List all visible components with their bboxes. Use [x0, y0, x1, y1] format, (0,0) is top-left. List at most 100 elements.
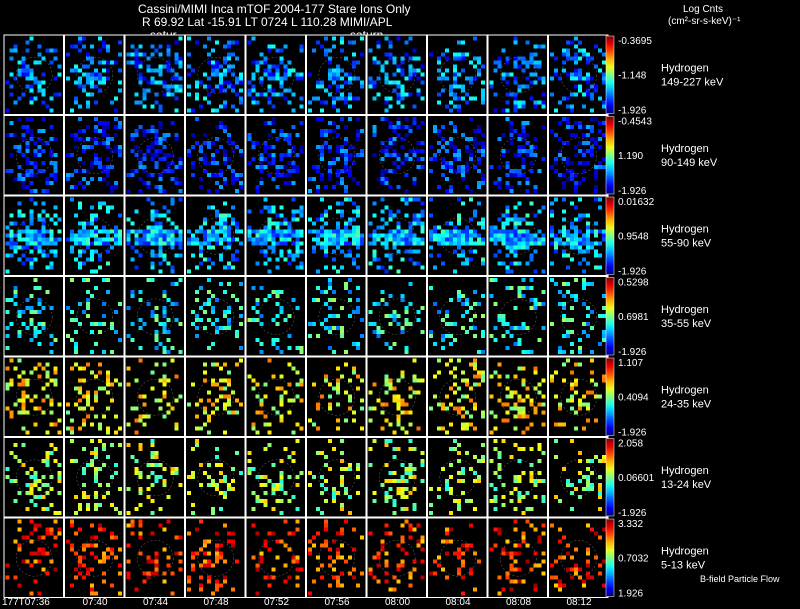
heatmap-cell [279, 306, 284, 310]
heatmap-cell [223, 213, 227, 218]
heatmap-cell [416, 76, 421, 81]
heatmap-cell [279, 475, 284, 479]
heatmap-cell [207, 414, 211, 419]
heatmap-cell [525, 507, 530, 511]
heatmap-cell [219, 80, 223, 85]
heatmap-cell [9, 153, 14, 157]
heatmap-cell [453, 249, 457, 254]
heatmap-cell [384, 52, 389, 57]
heatmap-cell [74, 44, 78, 49]
heatmap-cell [517, 491, 522, 495]
heatmap-cell [17, 201, 22, 206]
heatmap-cell [263, 165, 268, 169]
heatmap-cell [586, 125, 590, 129]
heatmap-cell [263, 261, 268, 266]
heatmap-cell [227, 165, 231, 169]
heatmap-cell [223, 386, 227, 391]
heatmap-cell [570, 173, 574, 177]
heatmap-cell [267, 121, 272, 125]
heatmap-cell [13, 233, 18, 238]
heatmap-cell [392, 153, 397, 157]
heatmap-cell [336, 579, 340, 584]
heatmap-cell [320, 217, 324, 222]
heatmap-cell [324, 253, 328, 258]
heatmap-cell [469, 249, 473, 254]
heatmap-cell [408, 197, 413, 202]
heatmap-cell [94, 286, 98, 290]
heatmap-cell [429, 253, 433, 258]
heatmap-cell [332, 100, 336, 105]
heatmap-cell [441, 52, 445, 57]
heatmap-cell [138, 80, 143, 85]
heatmap-cell [505, 571, 510, 576]
heatmap-cell [271, 104, 276, 109]
heatmap-cell [166, 555, 171, 560]
heatmap-cell [344, 141, 348, 145]
heatmap-cell [267, 531, 272, 536]
heatmap-cell [142, 233, 147, 238]
heatmap-cell [352, 310, 356, 314]
heatmap-cell [207, 302, 211, 306]
heatmap-cell [174, 96, 179, 101]
heatmap-cell [295, 237, 300, 242]
heatmap-cell [541, 422, 546, 427]
planet-outline [560, 459, 598, 497]
heatmap-cell [513, 374, 518, 379]
heatmap-cell [191, 310, 195, 314]
heatmap-cell [170, 121, 175, 125]
heatmap-cell [469, 257, 473, 262]
heatmap-cell [457, 253, 461, 258]
heatmap-cell [33, 495, 38, 499]
heatmap-cell [578, 181, 582, 185]
heatmap-cell [37, 362, 42, 367]
heatmap-cell [324, 539, 328, 544]
heatmap-cell [146, 302, 151, 306]
heatmap-cell [388, 439, 393, 443]
heatmap-cell [457, 197, 461, 202]
heatmap-cell [98, 527, 102, 532]
heatmap-cell [586, 237, 590, 242]
heatmap-cell [384, 117, 389, 121]
heatmap-cell [586, 56, 590, 61]
heatmap-cell [602, 52, 606, 57]
heatmap-cell [469, 499, 473, 503]
heatmap-cell [251, 426, 256, 431]
heatmap-cell [340, 76, 344, 81]
heatmap-cell [312, 249, 316, 254]
heatmap-cell [57, 418, 62, 423]
heatmap-cell [94, 390, 98, 395]
heatmap-cell [586, 225, 590, 230]
heatmap-cell [207, 483, 211, 487]
heatmap-cell [37, 217, 42, 222]
heatmap-cell [219, 217, 223, 222]
heatmap-cell [291, 145, 296, 149]
heatmap-cell [41, 217, 46, 222]
heatmap-cell [110, 205, 114, 210]
heatmap-cell [154, 330, 159, 334]
heatmap-cell [586, 213, 590, 218]
heatmap-cell [537, 100, 542, 105]
heatmap-cell [114, 555, 118, 560]
heatmap-cell [279, 80, 284, 85]
heatmap-cell [158, 261, 163, 266]
heatmap-cell [453, 374, 457, 379]
heatmap-cell [437, 495, 441, 499]
heatmap-cell [98, 362, 102, 367]
species-label: Hydrogen [661, 384, 709, 396]
heatmap-cell [598, 161, 602, 165]
heatmap-cell [162, 479, 167, 483]
heatmap-cell [566, 551, 570, 556]
heatmap-cell [41, 225, 46, 230]
heatmap-cell [279, 499, 284, 503]
heatmap-cell [489, 334, 494, 338]
heatmap-cell [566, 141, 570, 145]
heatmap-cell [392, 149, 397, 153]
heatmap-cell [396, 117, 401, 121]
heatmap-cell [449, 491, 453, 495]
heatmap-cell [219, 64, 223, 69]
heatmap-cell [400, 92, 405, 97]
heatmap-cell [525, 543, 530, 548]
heatmap-cell [449, 527, 453, 532]
heatmap-cell [138, 318, 143, 322]
heatmap-cell [541, 326, 546, 330]
